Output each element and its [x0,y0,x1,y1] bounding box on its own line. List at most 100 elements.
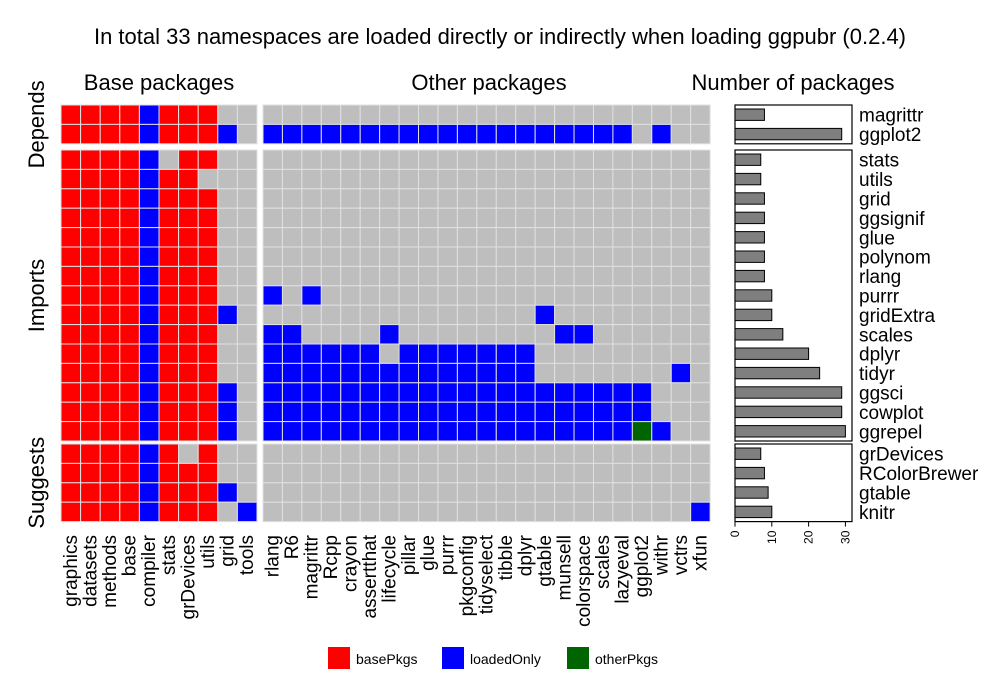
heatmap-cell [359,149,381,170]
heatmap-cell [534,123,556,145]
column-label: purrr [438,534,459,575]
heatmap-cell [80,188,101,209]
heatmap-cell [651,149,672,170]
heatmap-cell [476,421,497,442]
heatmap-cell [340,246,361,267]
heatmap-cell [670,104,692,125]
heatmap-cell [60,265,82,287]
count-bar [734,425,846,438]
heatmap-cell [515,188,536,209]
heatmap-cell [651,246,672,267]
row-label: stats [859,151,899,172]
heatmap-cell [178,304,199,326]
heatmap-cell [340,149,361,170]
heatmap-cell [554,265,575,287]
heatmap-cell [670,362,692,384]
heatmap-cell [476,362,497,384]
heatmap-cell [178,501,199,523]
heatmap-cell [515,123,536,145]
heatmap-cell [178,265,199,287]
heatmap-cell [398,421,420,442]
heatmap-cell [612,382,633,403]
heatmap-cell [340,188,361,209]
column-label: withr [652,534,673,576]
heatmap-cell [437,401,458,423]
heatmap-cell [690,265,711,287]
heatmap-cell [178,188,199,209]
heatmap-cell [379,207,400,229]
heatmap-cell [554,462,575,484]
heatmap-cell [592,501,614,523]
heatmap-cell [476,227,497,248]
heatmap-cell [592,382,614,403]
axis-tick-label: 30 [838,530,852,544]
heatmap-cell [359,501,381,523]
column-label: magrittr [302,534,323,599]
heatmap-cell [359,482,381,503]
count-bar [734,486,769,499]
heatmap-cell [119,324,140,345]
heatmap-cell [281,501,303,523]
heatmap-cell [573,207,594,229]
heatmap-cell [217,104,238,125]
heatmap-cell [456,304,478,326]
heatmap-cell [379,227,400,248]
heatmap-cell [359,443,381,464]
heatmap-cell [573,265,594,287]
heatmap-cell [262,324,283,345]
count-bar [734,127,843,141]
heatmap-cell [592,443,614,464]
heatmap-cell [80,401,101,423]
heatmap-cell [138,421,160,442]
heatmap-cell [554,401,575,423]
heatmap-cell [379,149,400,170]
heatmap-cell [262,168,283,190]
heatmap-cell [573,443,594,464]
heatmap-cell [612,149,633,170]
heatmap-cell [690,362,711,384]
heatmap-cell [236,443,258,464]
heatmap-cell [99,382,121,403]
heatmap-cell [651,188,672,209]
heatmap-cell [495,362,517,384]
heatmap-cell [340,421,361,442]
heatmap-cell [554,482,575,503]
heatmap-cell [281,304,303,326]
heatmap-cell [534,382,556,403]
row-label: grDevices [859,445,943,466]
heatmap-cell [592,207,614,229]
heatmap-cell [119,343,140,364]
heatmap-cell [301,343,322,364]
heatmap-cell [236,482,258,503]
count-bar [734,153,762,166]
heatmap-cell [631,343,653,364]
heatmap-cell [359,324,381,345]
heatmap-cell [99,285,121,306]
heatmap-cell [418,343,439,364]
heatmap-cell [178,149,199,170]
heatmap-cell [534,149,556,170]
heatmap-cell [554,149,575,170]
heatmap-cell [631,227,653,248]
heatmap-cell [60,168,82,190]
heatmap-cell [631,168,653,190]
heatmap-cell [456,362,478,384]
heatmap-cell [495,501,517,523]
heatmap-cell [612,207,633,229]
heatmap-cell [119,482,140,503]
heatmap-cell [573,168,594,190]
heatmap-cell [592,227,614,248]
heatmap-cell [217,246,238,267]
heatmap-cell [495,149,517,170]
heatmap-cell [418,285,439,306]
heatmap-cell [320,443,342,464]
group-label: Imports [24,259,49,332]
heatmap-cell [418,265,439,287]
heatmap-cell [138,362,160,384]
column-label: compiler [139,534,160,606]
heatmap-cell [262,382,283,403]
heatmap-cell [515,265,536,287]
heatmap-cell [262,462,283,484]
heatmap-cell [573,304,594,326]
